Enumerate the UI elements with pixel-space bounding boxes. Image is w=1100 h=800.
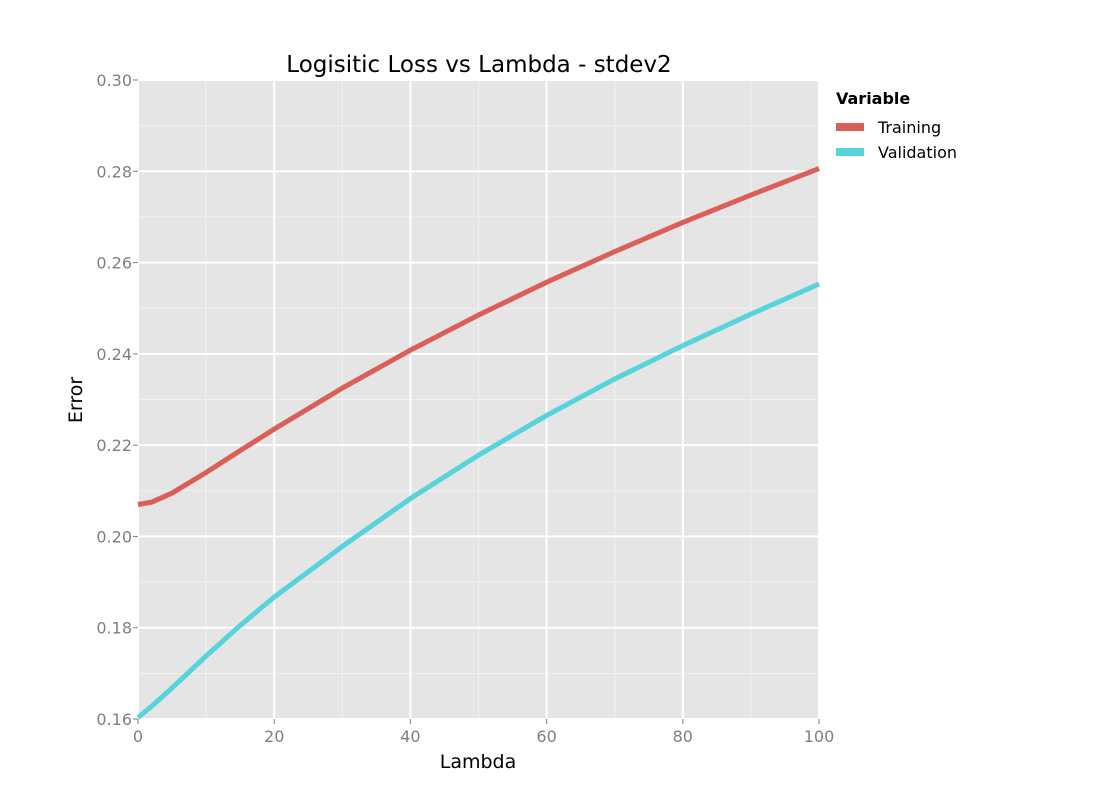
y-tick-label: 0.30	[96, 71, 132, 90]
y-tick-label: 0.24	[96, 345, 132, 364]
series-line-validation	[136, 281, 821, 720]
x-axis-label: Lambda	[440, 751, 517, 773]
y-tick-label: 0.26	[96, 254, 132, 273]
y-tick-label: 0.28	[96, 162, 132, 181]
y-tick-label: 0.18	[96, 619, 132, 638]
y-tick-label: 0.20	[96, 527, 132, 546]
y-tick-label: 0.16	[96, 710, 132, 729]
legend-label: Training	[877, 118, 941, 137]
x-tick-label: 60	[536, 727, 556, 746]
legend-swatch	[836, 123, 864, 131]
axes-layer: 0 20 40 60 80 100 0.16 0.18 0.20 0.22 0.24 0.26 0.28…	[96, 71, 834, 746]
legend-swatch	[836, 148, 864, 156]
legend-label: Validation	[878, 143, 957, 162]
legend: Variable Training Validation	[836, 89, 957, 162]
major-grid	[137, 79, 820, 720]
y-tick-label: 0.22	[96, 436, 132, 455]
legend-item-validation: Validation	[836, 143, 957, 162]
x-tick-label: 100	[804, 727, 835, 746]
x-tick-label: 80	[673, 727, 693, 746]
series-line-training	[137, 166, 820, 507]
legend-item-training: Training	[836, 118, 941, 137]
x-tick-label: 20	[264, 727, 284, 746]
legend-items: Training Validation	[836, 118, 957, 162]
x-tick-label: 0	[133, 727, 143, 746]
chart-title: Logisitic Loss vs Lambda - stdev2	[286, 52, 671, 78]
y-axis-label: Error	[65, 377, 87, 424]
legend-title: Variable	[836, 89, 910, 108]
x-tick-label: 40	[400, 727, 420, 746]
series-layer	[136, 166, 821, 720]
minor-grid	[138, 80, 819, 719]
